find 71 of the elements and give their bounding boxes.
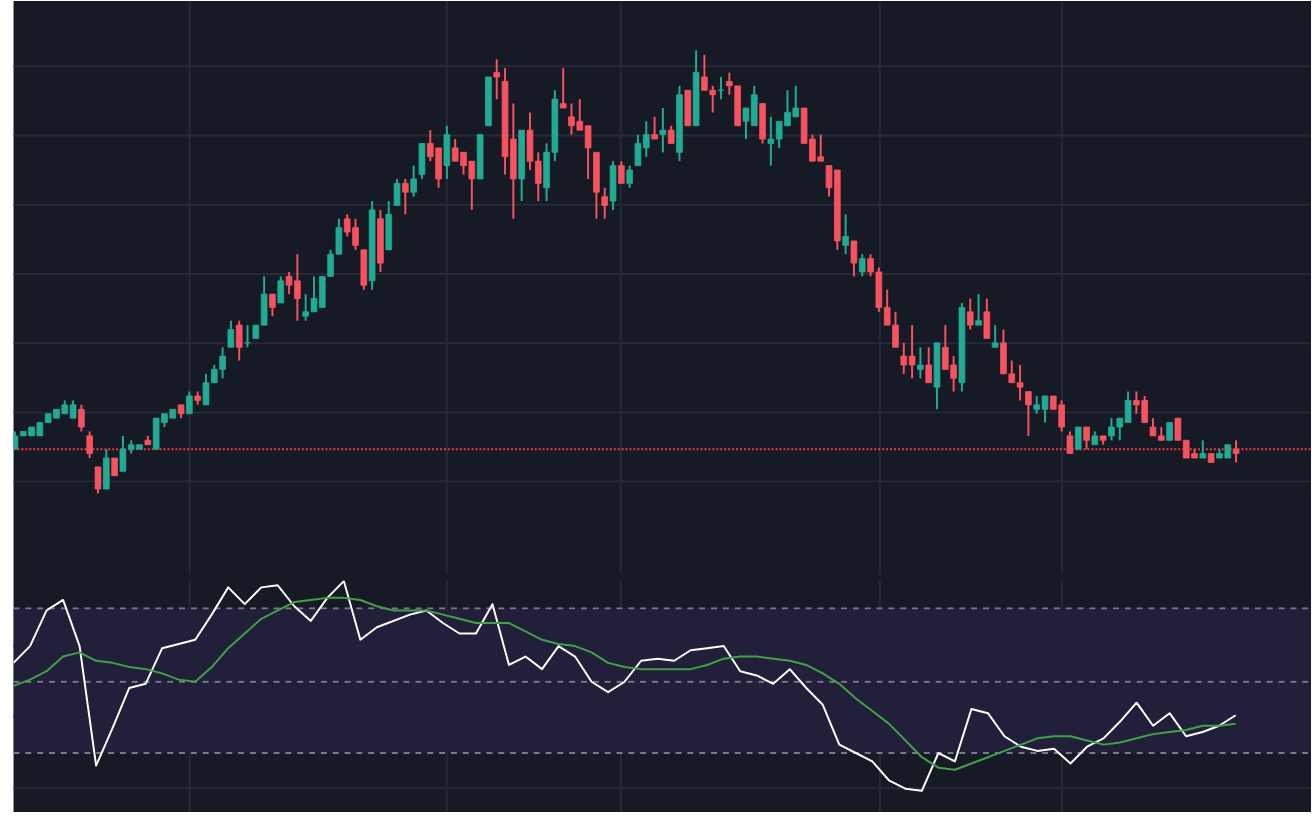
candlestick [750, 85, 758, 128]
candlestick [152, 417, 160, 451]
candlestick [908, 324, 916, 380]
candlestick [684, 89, 692, 128]
candlestick [86, 430, 93, 460]
candlestick [1066, 430, 1074, 455]
candlestick [933, 342, 941, 411]
candlestick [352, 218, 359, 252]
candlestick [393, 178, 401, 207]
candlestick [950, 355, 957, 393]
candlestick [618, 160, 625, 185]
candlestick [1074, 426, 1082, 451]
candlestick [1108, 417, 1115, 442]
candlestick [1058, 399, 1065, 433]
candlestick [102, 448, 110, 491]
candlestick [435, 147, 442, 190]
candlestick [701, 54, 708, 92]
candlestick [609, 160, 617, 212]
candlestick [476, 133, 484, 181]
candlestick [942, 324, 949, 371]
candlestick [651, 116, 658, 141]
candlestick [817, 133, 825, 163]
candlestick [975, 293, 982, 327]
candlestick [78, 404, 85, 433]
candlestick [734, 85, 741, 128]
candlestick [842, 213, 849, 256]
candlestick [377, 209, 384, 274]
candlestick [451, 138, 459, 163]
candlestick [1124, 390, 1132, 424]
candlestick [310, 275, 318, 314]
candlestick [202, 373, 210, 407]
candlestick [559, 67, 567, 110]
candlestick [775, 120, 783, 150]
candlestick [983, 297, 991, 340]
candlestick [966, 297, 974, 331]
candlestick [94, 466, 102, 495]
candlestick [759, 102, 766, 145]
candlestick [1141, 395, 1148, 424]
candlestick [767, 116, 775, 167]
candlestick [850, 240, 858, 278]
candlestick [1232, 439, 1240, 464]
candlestick [1133, 390, 1140, 415]
candlestick [1000, 328, 1007, 376]
candlestick [468, 160, 476, 212]
candlestick [584, 125, 592, 181]
candlestick [119, 435, 127, 473]
candlestick [792, 85, 800, 119]
candlestick [1025, 390, 1032, 438]
candlestick [593, 151, 600, 221]
candlestick [360, 249, 368, 291]
candlestick [642, 120, 650, 159]
candlestick [235, 319, 243, 362]
candlestick [460, 151, 467, 176]
candlestick [1041, 395, 1049, 424]
candlestick [402, 178, 409, 216]
candlestick [659, 107, 667, 154]
candlestick [443, 125, 451, 181]
candlestick [568, 102, 575, 136]
candlestick [1016, 364, 1024, 402]
candlestick [343, 213, 351, 238]
candlestick [269, 293, 276, 318]
candlestick [858, 253, 866, 278]
candlestick [277, 275, 285, 305]
candlestick [892, 311, 899, 349]
candlestick [626, 164, 633, 190]
candlestick [601, 187, 609, 221]
candlestick [900, 342, 908, 376]
candlestick [1083, 426, 1090, 451]
candlestick [991, 324, 999, 349]
candlestick [925, 346, 933, 384]
candlestick [917, 346, 924, 380]
